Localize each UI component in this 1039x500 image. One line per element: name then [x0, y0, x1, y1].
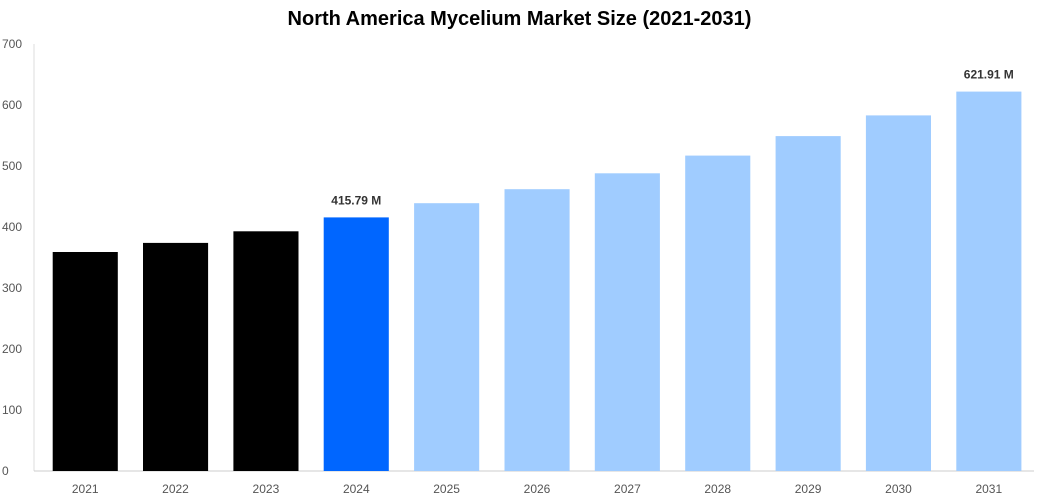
y-tick-label: 500 [2, 159, 22, 173]
x-tick-label-2029: 2029 [795, 482, 822, 496]
y-tick-label: 400 [2, 220, 22, 234]
x-tick-label-2028: 2028 [704, 482, 731, 496]
y-tick-label: 600 [2, 98, 22, 112]
bar-2029[interactable] [775, 136, 841, 471]
x-axis: 2021 2022 2023 2024 2025 2026 2027 2028 2029 2030… [72, 482, 1003, 496]
chart-title: North America Mycelium Market Size (2021… [287, 8, 752, 30]
bar-2030[interactable] [865, 115, 931, 472]
bar-2025[interactable] [414, 203, 480, 471]
bar-2026[interactable] [504, 189, 570, 471]
bar-2022[interactable] [143, 242, 209, 471]
bar-2027[interactable] [594, 173, 660, 472]
data-label-2031: 621.91 M [964, 68, 1014, 82]
x-tick-label-2024: 2024 [343, 482, 370, 496]
y-tick-label: 700 [2, 37, 22, 51]
data-labels: 415.79 M 621.91 M [331, 68, 1014, 208]
y-axis: 0 100 200 300 400 500 600 700 [2, 37, 22, 478]
x-tick-label-2023: 2023 [253, 482, 280, 496]
bars [52, 91, 1022, 472]
x-tick-label-2021: 2021 [72, 482, 99, 496]
y-tick-label: 300 [2, 281, 22, 295]
y-tick-label: 0 [2, 464, 9, 478]
bar-2021[interactable] [52, 252, 118, 471]
bar-2028[interactable] [685, 155, 751, 471]
x-tick-label-2030: 2030 [885, 482, 912, 496]
x-tick-label-2026: 2026 [524, 482, 551, 496]
bar-2024[interactable] [323, 217, 389, 471]
x-tick-label-2027: 2027 [614, 482, 641, 496]
x-tick-label-2022: 2022 [162, 482, 189, 496]
y-tick-label: 100 [2, 403, 22, 417]
x-tick-label-2025: 2025 [433, 482, 460, 496]
y-tick-label: 200 [2, 342, 22, 356]
x-tick-label-2031: 2031 [975, 482, 1002, 496]
bar-2023[interactable] [233, 231, 299, 471]
data-label-2024: 415.79 M [331, 193, 381, 207]
bar-2031[interactable] [956, 91, 1022, 471]
